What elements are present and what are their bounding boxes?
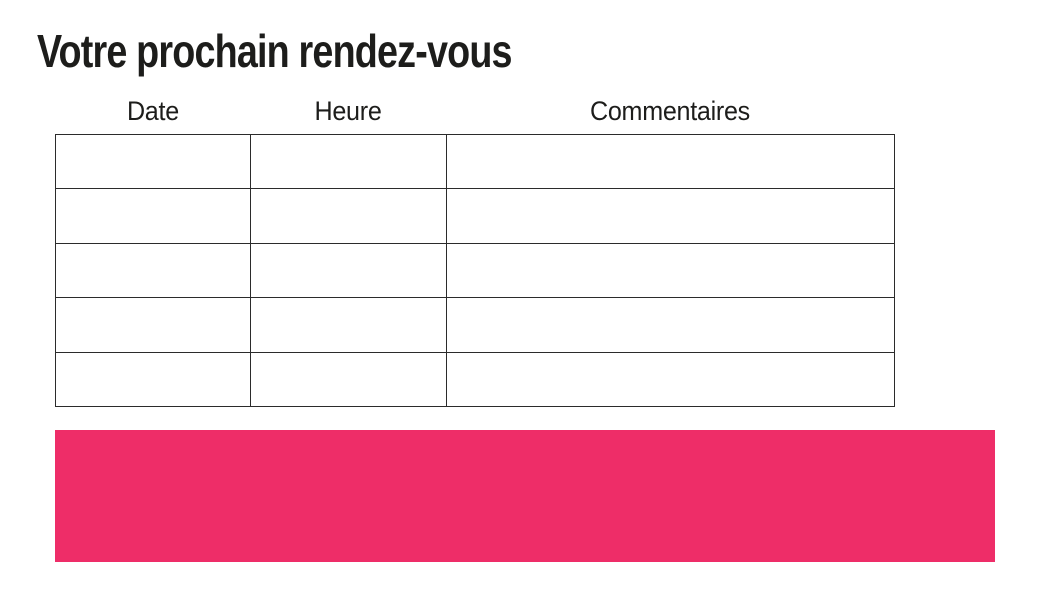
appointments-table <box>55 133 895 408</box>
table-row <box>55 351 895 408</box>
cell-heure <box>250 242 447 299</box>
cell-commentaires <box>446 242 895 299</box>
cell-commentaires <box>446 351 895 408</box>
column-header-heure: Heure <box>314 95 382 126</box>
column-header-commentaires: Commentaires <box>590 95 750 126</box>
cell-date <box>55 351 251 408</box>
table-row <box>55 188 895 244</box>
page-title: Votre prochain rendez-vous <box>37 25 513 77</box>
table-row <box>55 242 895 299</box>
cell-date <box>55 188 251 244</box>
column-header-date: Date <box>126 95 179 126</box>
table-row <box>55 133 895 190</box>
cell-commentaires <box>446 188 895 244</box>
cell-commentaires <box>446 297 895 353</box>
table-row <box>55 297 895 353</box>
table-header-row: Date Heure Commentaires <box>55 90 894 132</box>
cell-heure <box>250 133 447 190</box>
cell-heure <box>250 188 447 244</box>
cell-heure <box>250 297 447 353</box>
cell-commentaires <box>446 133 895 190</box>
cell-date <box>55 133 251 190</box>
cell-date <box>55 242 251 299</box>
cell-heure <box>250 351 447 408</box>
promo-banner <box>55 430 995 562</box>
cell-date <box>55 297 251 353</box>
